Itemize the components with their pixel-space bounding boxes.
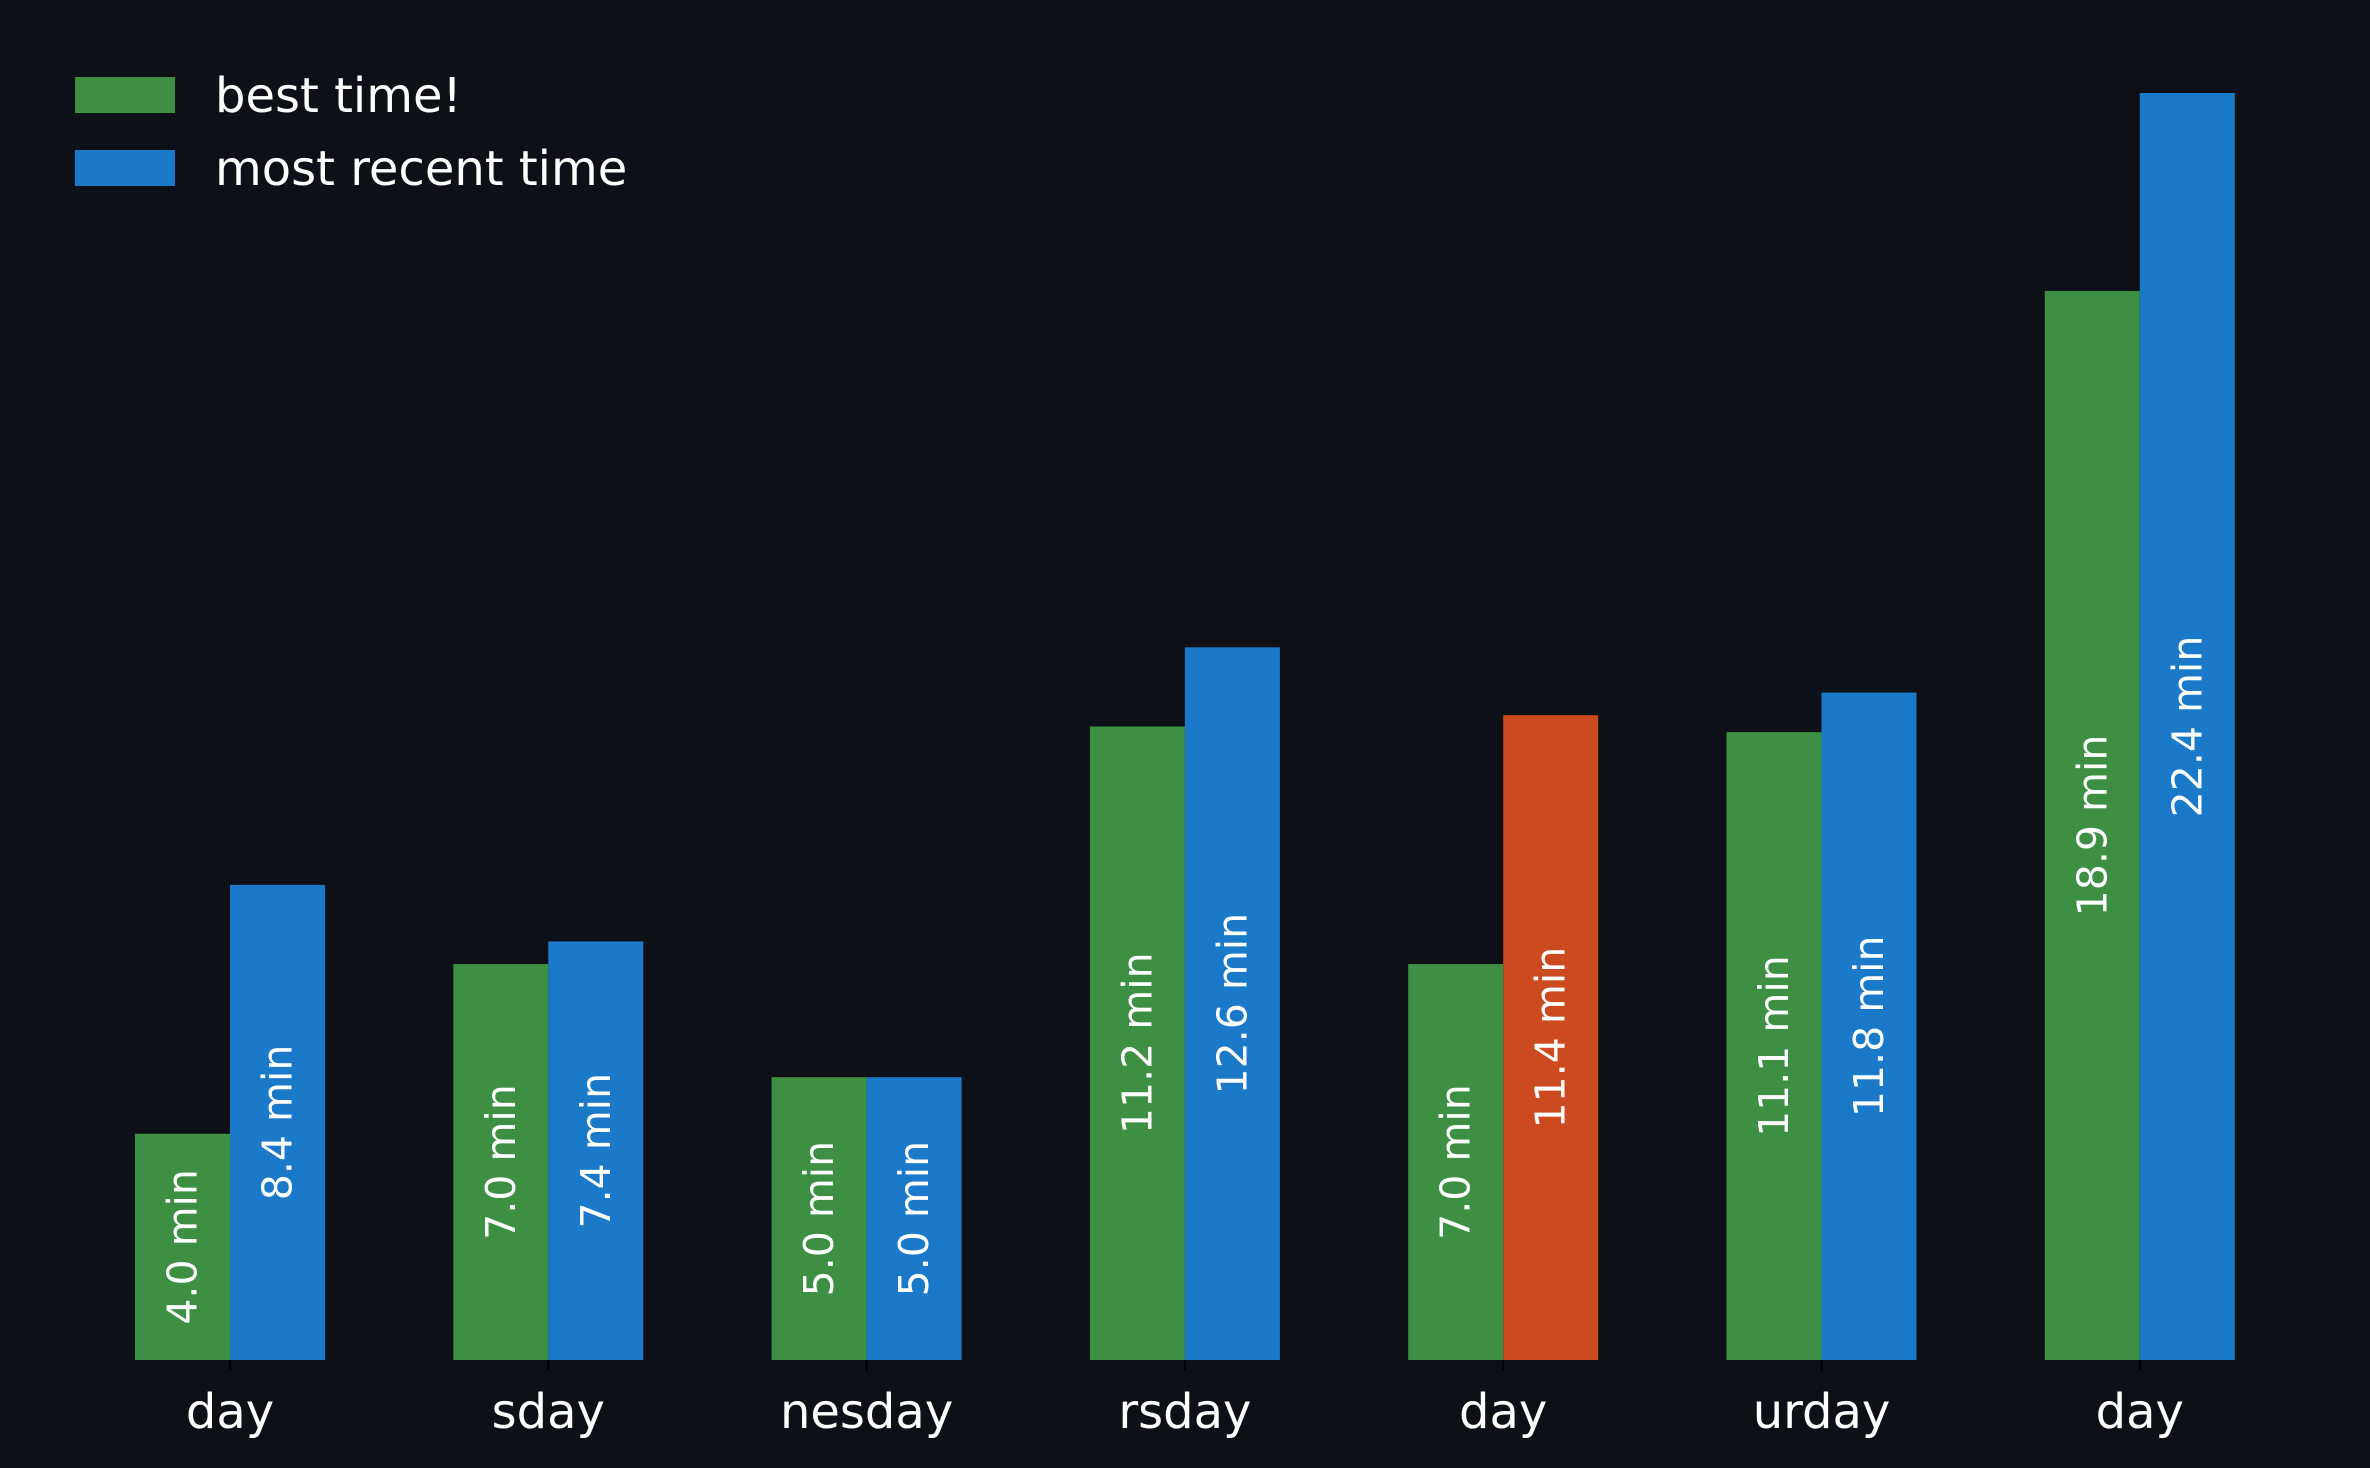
bar-best-time-0: [135, 1133, 230, 1360]
legend-swatch-best-time: [75, 77, 175, 113]
bar-label-best-time-3: 11.2 min: [1113, 952, 1161, 1134]
bar-labels-group: 4.0 min 8.4 min 7.0 min 7.4 min 5.0 min 5.0 m…: [159, 636, 2212, 1325]
x-axis-ticks: day sday nesday rsday day urday day: [186, 1360, 2184, 1440]
bar-label-most-recent-time-0: 8.4 min: [254, 1045, 302, 1201]
bar-label-best-time-1: 7.0 min: [477, 1084, 525, 1240]
bar-label-most-recent-time-5: 11.8 min: [1845, 935, 1893, 1117]
bar-label-best-time-2: 5.0 min: [795, 1141, 843, 1297]
bar-best-time-3: [1089, 726, 1185, 1360]
bar-most-recent-time-5: [1821, 692, 1917, 1360]
bar-label-best-time-0: 4.0 min: [159, 1169, 207, 1325]
legend: best time! most recent time: [75, 68, 627, 197]
bar-best-time-1: [453, 964, 549, 1360]
bar-label-best-time-5: 11.1 min: [1750, 955, 1798, 1137]
bar-most-recent-time-0: [230, 884, 325, 1360]
bar-best-time-6: [2044, 290, 2140, 1360]
bar-best-time-2: [771, 1077, 867, 1360]
legend-label-best-time: best time!: [215, 68, 462, 124]
x-tick-label-4: day: [1459, 1384, 1547, 1440]
x-tick-label-0: day: [186, 1384, 274, 1440]
x-tick-label-1: sday: [492, 1384, 605, 1440]
bar-label-most-recent-time-6: 22.4 min: [2163, 636, 2211, 818]
legend-swatch-most-recent-time: [75, 150, 175, 186]
bar-most-recent-time-4: [1503, 715, 1599, 1360]
bar-best-time-5: [1726, 732, 1822, 1360]
x-tick-label-5: urday: [1753, 1384, 1891, 1440]
bars-group: [135, 93, 2235, 1360]
x-tick-label-2: nesday: [780, 1384, 953, 1440]
legend-label-most-recent-time: most recent time: [215, 141, 627, 197]
bar-most-recent-time-6: [2139, 93, 2235, 1360]
bar-label-best-time-4: 7.0 min: [1432, 1084, 1480, 1240]
bar-label-most-recent-time-1: 7.4 min: [572, 1073, 620, 1229]
bar-label-most-recent-time-2: 5.0 min: [890, 1141, 938, 1297]
bar-label-most-recent-time-4: 11.4 min: [1527, 947, 1575, 1129]
x-tick-label-3: rsday: [1118, 1384, 1251, 1440]
bar-most-recent-time-3: [1184, 647, 1280, 1360]
x-tick-label-6: day: [2096, 1384, 2184, 1440]
bar-best-time-4: [1408, 964, 1504, 1360]
bar-most-recent-time-1: [548, 941, 644, 1360]
bar-most-recent-time-2: [866, 1077, 962, 1360]
bar-label-most-recent-time-3: 12.6 min: [1208, 913, 1256, 1095]
bar-label-best-time-6: 18.9 min: [2068, 735, 2116, 917]
